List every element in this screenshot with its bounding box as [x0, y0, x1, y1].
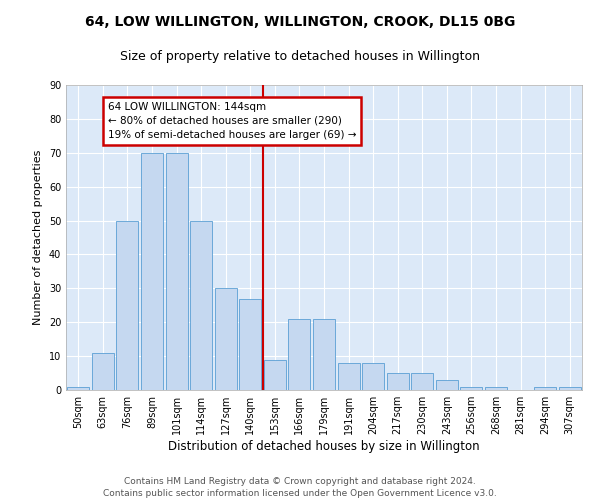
Bar	[313, 319, 335, 390]
Bar	[362, 363, 384, 390]
Text: 64, LOW WILLINGTON, WILLINGTON, CROOK, DL15 0BG: 64, LOW WILLINGTON, WILLINGTON, CROOK, D…	[85, 15, 515, 29]
Bar	[460, 386, 482, 390]
X-axis label: Distribution of detached houses by size in Willington: Distribution of detached houses by size …	[168, 440, 480, 453]
Bar	[92, 352, 114, 390]
Text: 64 LOW WILLINGTON: 144sqm
← 80% of detached houses are smaller (290)
19% of semi: 64 LOW WILLINGTON: 144sqm ← 80% of detac…	[108, 102, 356, 140]
Bar	[264, 360, 286, 390]
Bar	[386, 373, 409, 390]
Bar	[436, 380, 458, 390]
Bar	[411, 373, 433, 390]
Bar	[534, 386, 556, 390]
Bar	[215, 288, 237, 390]
Text: Contains HM Land Registry data © Crown copyright and database right 2024.
Contai: Contains HM Land Registry data © Crown c…	[103, 476, 497, 498]
Bar	[141, 153, 163, 390]
Bar	[239, 298, 262, 390]
Bar	[559, 386, 581, 390]
Bar	[289, 319, 310, 390]
Bar	[116, 220, 139, 390]
Bar	[190, 220, 212, 390]
Bar	[67, 386, 89, 390]
Y-axis label: Number of detached properties: Number of detached properties	[33, 150, 43, 325]
Text: Size of property relative to detached houses in Willington: Size of property relative to detached ho…	[120, 50, 480, 63]
Bar	[166, 153, 188, 390]
Bar	[338, 363, 359, 390]
Bar	[485, 386, 507, 390]
